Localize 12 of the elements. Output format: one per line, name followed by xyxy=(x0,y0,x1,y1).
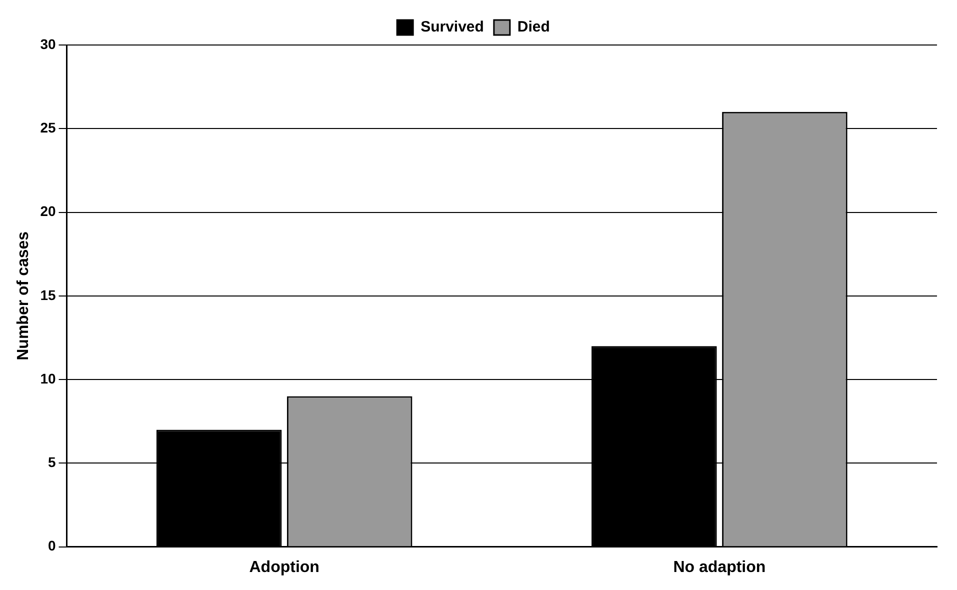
y-tick-label: 10 xyxy=(40,370,56,386)
x-tick-label: Adoption xyxy=(249,558,320,576)
x-tick-label: No adaption xyxy=(673,558,766,576)
y-tick-label: 30 xyxy=(40,36,56,52)
y-axis-title: Number of cases xyxy=(15,231,32,360)
y-tick-label: 5 xyxy=(48,454,56,470)
y-tick-label: 20 xyxy=(40,203,56,220)
y-tick-label: 15 xyxy=(40,286,56,303)
y-tick-label: 25 xyxy=(40,119,56,136)
legend-label: Died xyxy=(517,18,550,36)
legend-label: Survived xyxy=(420,18,484,36)
y-tick-label: 0 xyxy=(48,538,56,554)
